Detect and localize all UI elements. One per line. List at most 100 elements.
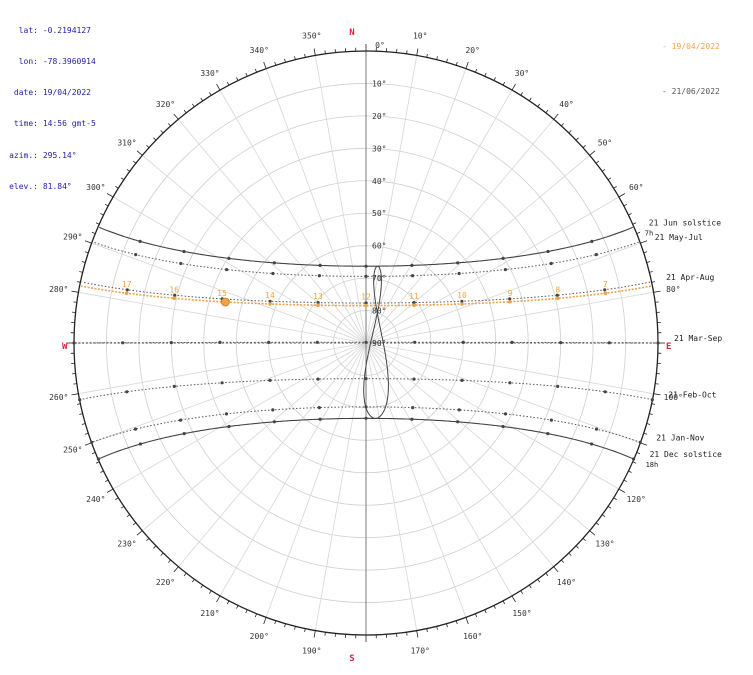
hour-marker (411, 406, 415, 410)
azimuth-radial (365, 89, 513, 344)
hour-marker (590, 442, 594, 446)
hour-marker (410, 263, 414, 267)
azimuth-tick (511, 595, 516, 603)
azimuth-tick (649, 413, 653, 415)
info-label: azim.: (9, 150, 38, 160)
azimuth-tick (313, 48, 316, 56)
azimuth-label: 20° (465, 46, 479, 55)
azimuth-tick (324, 50, 326, 54)
azimuth-label: 260° (49, 393, 68, 402)
hour-marker (316, 377, 320, 381)
azimuth-tick (553, 113, 559, 120)
hour-marker (227, 424, 231, 429)
info-row-lon: lon: -78.3960914 (2, 57, 96, 67)
cardinal-west: W (62, 342, 68, 352)
hour-marker (90, 440, 94, 444)
azimuth-tick (511, 83, 516, 91)
azimuth-tick (502, 600, 506, 605)
azimuth-tick (455, 61, 458, 66)
azimuth-label: 350° (302, 32, 321, 41)
info-row-azimuth: azim.: 295.14° (2, 151, 96, 161)
azimuth-radial (365, 342, 467, 618)
hour-marker (546, 432, 550, 436)
azimuth-label: 40° (559, 100, 573, 109)
elevation-label: 10° (372, 79, 386, 88)
hour-marker (411, 274, 415, 278)
legend-entry-date: - 19/04/2022 (662, 39, 720, 54)
azimuth-radial (78, 291, 367, 344)
hour-marker (590, 239, 594, 243)
info-value: -78.3960914 (42, 57, 96, 67)
hour-marker (413, 340, 417, 344)
azimuth-tick (655, 301, 659, 303)
legend: - 19/04/2022 - 21/06/2022 (662, 9, 720, 114)
azimuth-tick (126, 514, 131, 518)
azimuth-tick (79, 271, 83, 273)
hour-marker (225, 268, 229, 272)
hour-marker (318, 263, 322, 267)
hour-marker (503, 412, 508, 416)
azimuth-tick (646, 423, 651, 425)
azimuth-tick (79, 413, 83, 415)
azimuth-tick (636, 452, 641, 455)
legend-dash: - (662, 42, 667, 51)
sun-paths (72, 226, 660, 461)
azimuth-label: 140° (557, 578, 576, 587)
legend-label: 19/04/2022 (671, 42, 720, 51)
elevation-label: 90° (372, 339, 386, 348)
azimuth-label: 150° (512, 609, 531, 618)
azimuth-label: 300° (86, 183, 105, 192)
date-hour-label: 7 (603, 280, 608, 289)
azimuth-radial (314, 55, 367, 344)
date-hour-label: 12 (361, 293, 371, 302)
azimuth-tick (245, 72, 248, 77)
date-hour-marker (364, 303, 368, 308)
azimuth-tick (84, 251, 89, 254)
azimuth-tick (274, 620, 277, 625)
hour-marker (169, 341, 173, 345)
azimuth-tick (561, 123, 564, 127)
azimuth-tick (528, 97, 532, 102)
azimuth-tick (632, 222, 637, 225)
azimuth-tick (416, 630, 419, 638)
azimuth-tick (520, 590, 523, 594)
azimuth-tick (655, 383, 659, 385)
hour-marker (364, 264, 368, 268)
location-info: lat: -0.2194127 lon: -78.3960914 date: 1… (2, 5, 96, 203)
hour-marker (364, 301, 368, 305)
azimuth-label: 320° (156, 100, 175, 109)
azimuth-radial (142, 154, 367, 344)
azimuth-tick (183, 572, 187, 577)
azimuth-label: 0° (375, 41, 385, 50)
hour-marker (96, 457, 100, 461)
azimuth-radial (112, 196, 367, 344)
hour-marker (549, 261, 553, 266)
azimuth-tick (643, 432, 648, 435)
azimuth-tick (84, 240, 92, 244)
hour-marker (364, 377, 368, 381)
date-hour-label: 9 (508, 289, 513, 298)
azimuth-tick (106, 193, 114, 198)
azimuth-tick (100, 470, 104, 473)
date-hour-marker (556, 296, 560, 301)
hour-marker (556, 384, 560, 388)
azimuth-tick (236, 605, 239, 609)
info-label: date: (13, 88, 38, 98)
azimuth-tick (304, 628, 306, 633)
info-row-time: time: 14:56 gmt-5 (2, 119, 96, 129)
azimuth-label: 290° (63, 232, 82, 241)
azimuth-tick (446, 623, 448, 628)
azimuth-tick (595, 160, 600, 164)
date-hour-label: 13 (313, 292, 323, 301)
hour-marker (501, 256, 505, 260)
hour-marker (268, 299, 272, 303)
azimuth-radial (365, 291, 654, 344)
azimuth-radial (365, 242, 641, 344)
hour-marker (72, 341, 76, 345)
azimuth-tick (636, 231, 641, 234)
hour-marker (460, 378, 464, 382)
azimuth-tick (95, 461, 100, 464)
elevation-label: 20° (372, 112, 386, 121)
azimuth-tick (100, 213, 104, 216)
hour-marker (638, 440, 642, 444)
